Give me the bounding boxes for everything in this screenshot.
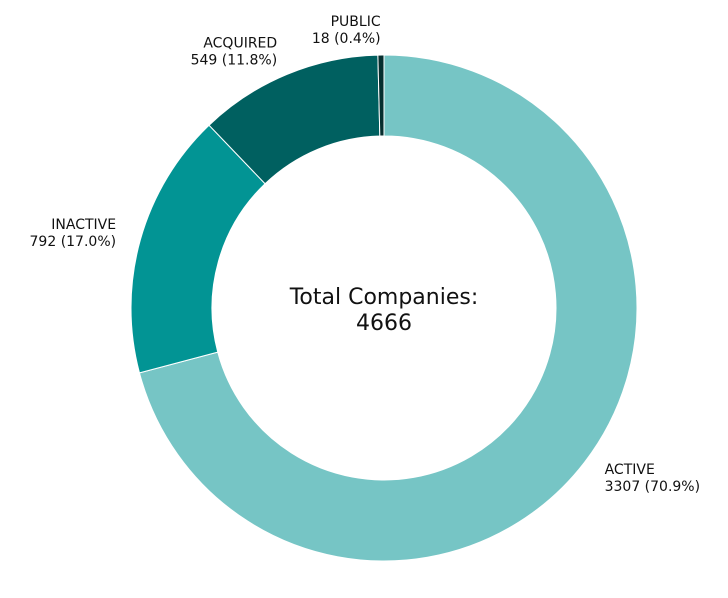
slice-value-label: 18 (0.4%): [312, 31, 381, 47]
slice-category-label: ACQUIRED: [203, 36, 277, 52]
slice-public: [377, 54, 385, 137]
slice-value-label: 792 (17.0%): [30, 234, 117, 250]
center-title: Total Companies:: [289, 285, 479, 310]
center-label: Total Companies: 4666: [289, 285, 479, 336]
slice-labels: ACTIVE 3307 (70.9%) INACTIVE 792 (17.0%) ACQ…: [30, 14, 701, 495]
slice-value-label: 3307 (70.9%): [605, 479, 700, 495]
slice-active: [138, 54, 638, 562]
slice-label-public: PUBLIC 18 (0.4%): [312, 14, 381, 47]
slice-label-inactive: INACTIVE 792 (17.0%): [30, 217, 117, 250]
donut-slices: [130, 54, 638, 562]
slice-label-acquired: ACQUIRED 549 (11.8%): [191, 36, 278, 69]
slice-label-active: ACTIVE 3307 (70.9%): [605, 462, 700, 495]
center-total-value: 4666: [356, 311, 412, 336]
slice-category-label: ACTIVE: [605, 462, 655, 478]
slice-category-label: INACTIVE: [51, 217, 116, 233]
slice-category-label: PUBLIC: [331, 14, 381, 30]
slice-value-label: 549 (11.8%): [191, 53, 278, 69]
